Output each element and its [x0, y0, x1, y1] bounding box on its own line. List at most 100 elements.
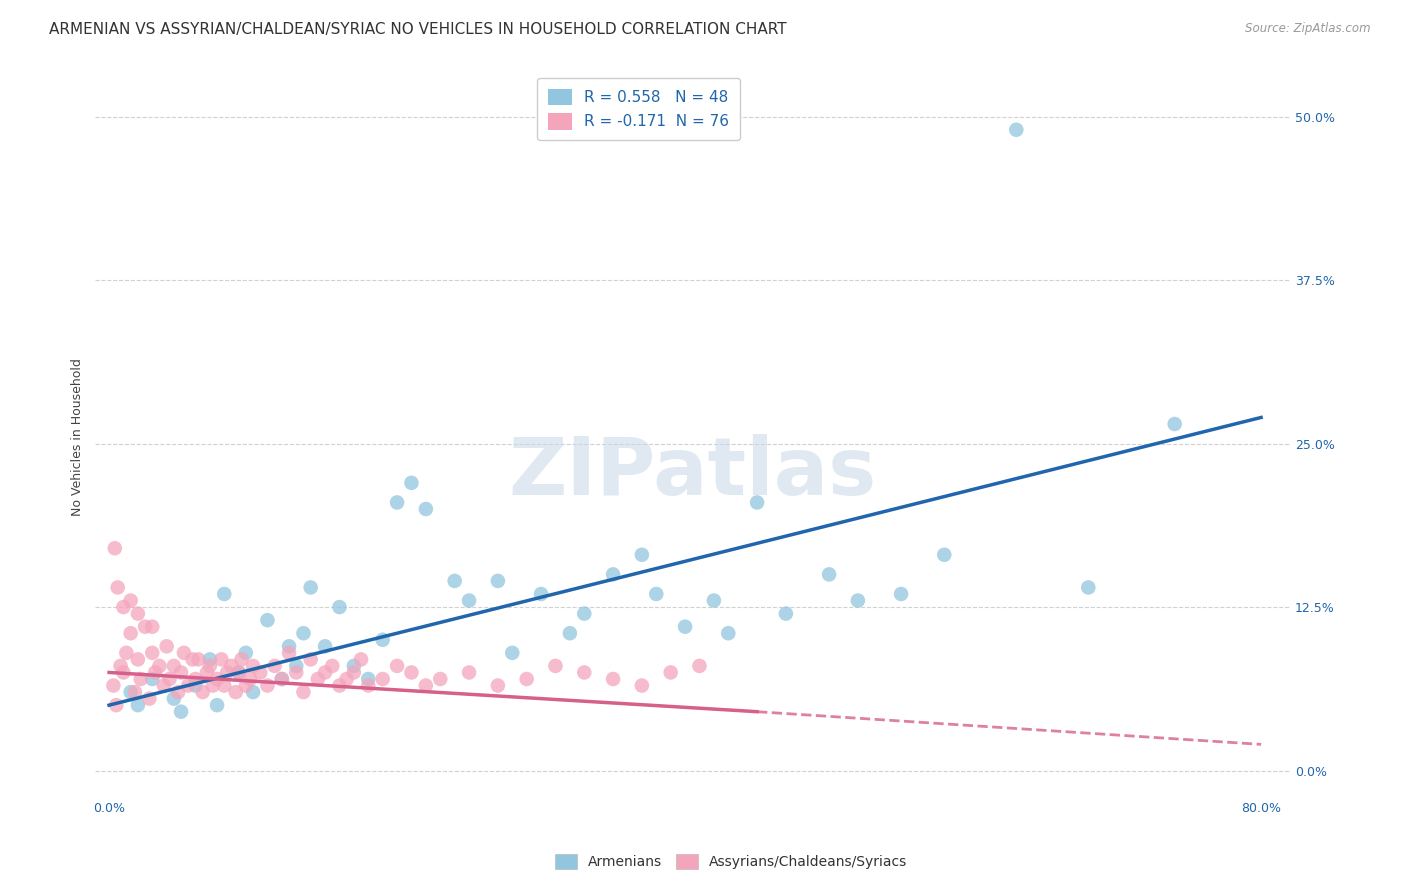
- Point: [228, 665, 250, 680]
- Point: [141, 620, 163, 634]
- Point: [107, 581, 129, 595]
- Point: [170, 705, 193, 719]
- Point: [221, 659, 243, 673]
- Point: [299, 652, 322, 666]
- Point: [201, 679, 224, 693]
- Point: [270, 672, 292, 686]
- Point: [516, 672, 538, 686]
- Point: [486, 574, 509, 588]
- Point: [249, 665, 271, 680]
- Point: [214, 679, 236, 693]
- Point: [890, 587, 912, 601]
- Point: [141, 646, 163, 660]
- Point: [103, 679, 125, 693]
- Point: [602, 567, 624, 582]
- Point: [156, 640, 179, 654]
- Text: ZIPatlas: ZIPatlas: [508, 434, 876, 512]
- Point: [242, 659, 264, 673]
- Point: [134, 620, 156, 634]
- Point: [357, 672, 380, 686]
- Point: [120, 593, 142, 607]
- Point: [934, 548, 956, 562]
- Point: [143, 665, 166, 680]
- Point: [239, 672, 262, 686]
- Point: [256, 613, 278, 627]
- Point: [703, 593, 725, 607]
- Point: [458, 593, 481, 607]
- Point: [659, 665, 682, 680]
- Point: [357, 679, 380, 693]
- Point: [775, 607, 797, 621]
- Point: [278, 640, 301, 654]
- Point: [328, 600, 350, 615]
- Point: [299, 581, 322, 595]
- Point: [401, 475, 423, 490]
- Point: [217, 665, 239, 680]
- Point: [401, 665, 423, 680]
- Point: [321, 659, 343, 673]
- Point: [307, 672, 329, 686]
- Point: [371, 632, 394, 647]
- Point: [292, 685, 315, 699]
- Y-axis label: No Vehicles in Household: No Vehicles in Household: [72, 358, 84, 516]
- Point: [163, 659, 186, 673]
- Point: [415, 679, 437, 693]
- Point: [544, 659, 567, 673]
- Point: [314, 640, 336, 654]
- Point: [270, 672, 292, 686]
- Point: [242, 685, 264, 699]
- Point: [127, 652, 149, 666]
- Point: [501, 646, 523, 660]
- Point: [745, 495, 768, 509]
- Point: [198, 659, 221, 673]
- Point: [443, 574, 465, 588]
- Point: [235, 646, 257, 660]
- Point: [205, 698, 228, 713]
- Point: [602, 672, 624, 686]
- Point: [112, 665, 135, 680]
- Point: [530, 587, 553, 601]
- Point: [292, 626, 315, 640]
- Point: [256, 679, 278, 693]
- Point: [631, 548, 654, 562]
- Point: [717, 626, 740, 640]
- Point: [104, 541, 127, 556]
- Point: [184, 672, 207, 686]
- Point: [574, 665, 596, 680]
- Point: [688, 659, 710, 673]
- Point: [385, 495, 408, 509]
- Point: [184, 679, 207, 693]
- Point: [127, 607, 149, 621]
- Point: [285, 665, 308, 680]
- Point: [285, 659, 308, 673]
- Point: [148, 659, 170, 673]
- Point: [235, 679, 257, 693]
- Point: [336, 672, 359, 686]
- Point: [141, 672, 163, 686]
- Point: [673, 620, 696, 634]
- Point: [170, 665, 193, 680]
- Point: [124, 685, 146, 699]
- Point: [846, 593, 869, 607]
- Text: Source: ZipAtlas.com: Source: ZipAtlas.com: [1246, 22, 1371, 36]
- Point: [263, 659, 285, 673]
- Point: [167, 685, 190, 699]
- Point: [191, 685, 214, 699]
- Point: [173, 646, 195, 660]
- Point: [181, 652, 204, 666]
- Point: [1005, 122, 1028, 136]
- Point: [138, 691, 160, 706]
- Point: [214, 587, 236, 601]
- Point: [328, 679, 350, 693]
- Legend: Armenians, Assyrians/Chaldeans/Syriacs: Armenians, Assyrians/Chaldeans/Syriacs: [550, 848, 912, 874]
- Point: [429, 672, 451, 686]
- Point: [631, 679, 654, 693]
- Point: [458, 665, 481, 680]
- Legend: R = 0.558   N = 48, R = -0.171  N = 76: R = 0.558 N = 48, R = -0.171 N = 76: [537, 78, 740, 140]
- Point: [558, 626, 581, 640]
- Point: [486, 679, 509, 693]
- Point: [343, 665, 366, 680]
- Point: [110, 659, 132, 673]
- Point: [645, 587, 668, 601]
- Point: [343, 659, 366, 673]
